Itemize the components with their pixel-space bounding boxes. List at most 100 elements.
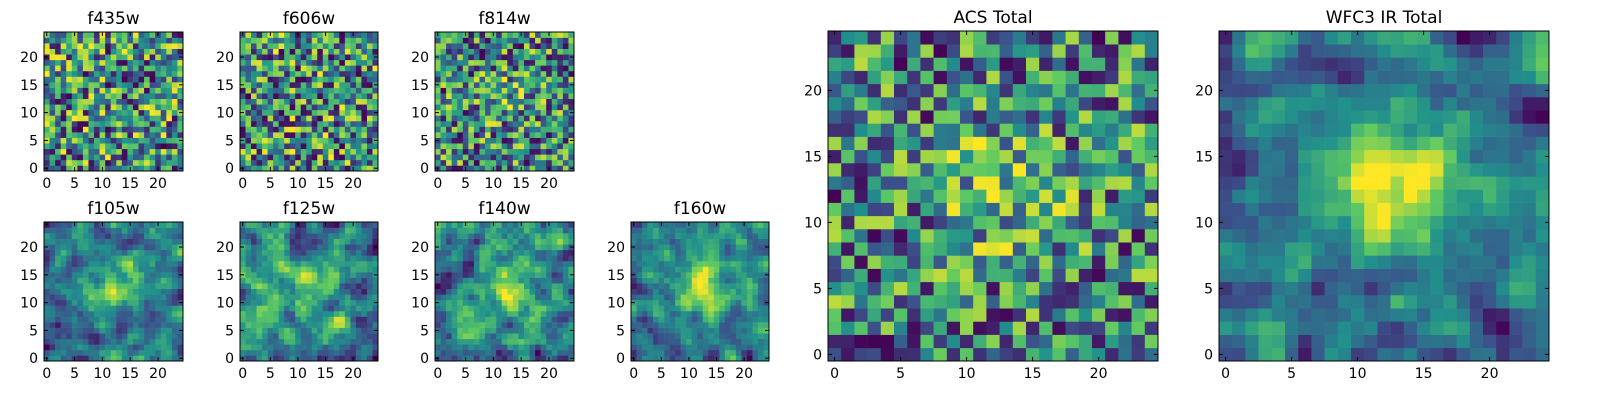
heatmap-cell <box>752 349 759 356</box>
heatmap-cell <box>546 277 553 284</box>
heatmap-cell <box>1012 215 1027 230</box>
heatmap-cell <box>496 288 503 295</box>
heatmap-cell <box>841 215 855 230</box>
heatmap-cell <box>82 272 89 278</box>
heatmap-cell <box>999 334 1014 349</box>
heatmap-cell <box>110 327 117 334</box>
heatmap-cell <box>854 242 868 256</box>
heatmap-cell <box>691 222 698 228</box>
heatmap-cell <box>328 294 335 301</box>
heatmap-cell <box>267 288 274 295</box>
heatmap-cell <box>523 283 530 290</box>
heatmap-cell <box>757 327 764 334</box>
heatmap-cell <box>127 233 134 239</box>
heatmap-cell <box>256 54 263 61</box>
heatmap-cell <box>535 120 541 127</box>
heatmap-cell <box>273 244 279 251</box>
heatmap-cell <box>355 260 362 267</box>
heatmap-cell <box>1039 176 1053 190</box>
heatmap-cell <box>636 344 643 351</box>
heatmap-cell <box>71 154 78 161</box>
heatmap-cell <box>1052 176 1066 190</box>
heatmap-cell <box>540 126 547 133</box>
heatmap-cell <box>518 277 525 284</box>
heatmap-cell <box>867 163 882 177</box>
heatmap-cell <box>557 283 564 290</box>
heatmap-cell <box>540 65 547 72</box>
heatmap-cell <box>724 255 731 262</box>
heatmap-cell <box>289 260 296 267</box>
heatmap-cell <box>328 238 335 245</box>
heatmap-cell <box>451 154 458 161</box>
heatmap-cell <box>311 115 318 122</box>
heatmap-cell <box>284 148 290 155</box>
heatmap-cell <box>757 266 764 273</box>
heatmap-cell <box>653 327 659 334</box>
heatmap-cell <box>328 299 335 306</box>
heatmap-cell <box>518 54 525 61</box>
heatmap-cell <box>540 43 547 49</box>
heatmap-cell <box>1105 229 1119 243</box>
heatmap-cell <box>289 288 296 295</box>
heatmap-cell <box>763 288 770 295</box>
heatmap-cell <box>328 54 335 61</box>
heatmap-cell <box>295 98 302 105</box>
heatmap-cell <box>245 32 252 38</box>
heatmap-cell <box>529 249 536 256</box>
heatmap-cell <box>311 333 318 340</box>
heatmap-cell <box>479 148 486 155</box>
heatmap-cell <box>311 154 318 161</box>
heatmap-cell <box>273 148 279 155</box>
heatmap-cell <box>155 120 162 127</box>
heatmap-cell <box>473 255 480 262</box>
heatmap-cell <box>562 305 569 312</box>
heatmap-cell <box>295 109 302 116</box>
heatmap-cell <box>99 233 106 239</box>
heatmap-cell <box>1052 281 1066 296</box>
heatmap-cell <box>77 222 84 228</box>
heatmap-cell <box>77 159 84 166</box>
heatmap-cell <box>501 249 508 256</box>
heatmap-cell <box>44 260 50 267</box>
heatmap-cell <box>507 109 514 116</box>
heatmap-cell <box>245 349 252 356</box>
heatmap-cell <box>473 316 480 323</box>
heatmap-cell <box>1131 268 1146 283</box>
heatmap-cell <box>177 120 184 127</box>
y-tick-label: 20 <box>607 240 625 256</box>
heatmap-cell <box>457 48 464 55</box>
x-tick-label: 10 <box>680 366 698 382</box>
heatmap-cell <box>562 43 569 49</box>
heatmap-cell <box>149 87 156 94</box>
heatmap-cell <box>752 294 759 301</box>
heatmap-cell <box>177 344 184 351</box>
heatmap-cell <box>121 327 128 334</box>
heatmap-cell <box>435 260 441 267</box>
heatmap-cell <box>110 165 117 172</box>
heatmap-cell <box>66 333 73 340</box>
heatmap-cell <box>339 104 346 111</box>
heatmap-cell <box>245 82 252 88</box>
heatmap-cell <box>240 126 246 133</box>
heatmap-cell <box>741 333 748 340</box>
heatmap-cell <box>99 288 106 295</box>
heatmap-cell <box>344 132 351 138</box>
heatmap-cell <box>322 115 329 122</box>
heatmap-cell <box>562 266 569 273</box>
heatmap-cell <box>960 202 974 217</box>
heatmap-cell <box>300 344 307 351</box>
heatmap-cell <box>669 233 676 239</box>
heatmap-cell <box>451 260 458 267</box>
heatmap-cell <box>691 249 698 256</box>
heatmap-cell <box>680 333 687 340</box>
heatmap-cell <box>160 249 167 256</box>
heatmap-cell <box>546 255 553 262</box>
heatmap-cell <box>551 277 558 284</box>
heatmap-cell <box>245 93 252 100</box>
heatmap-cell <box>501 59 508 66</box>
heatmap-cell <box>311 316 318 323</box>
heatmap-cell <box>462 305 469 312</box>
heatmap-cell <box>88 165 95 172</box>
heatmap-cell <box>457 283 464 290</box>
